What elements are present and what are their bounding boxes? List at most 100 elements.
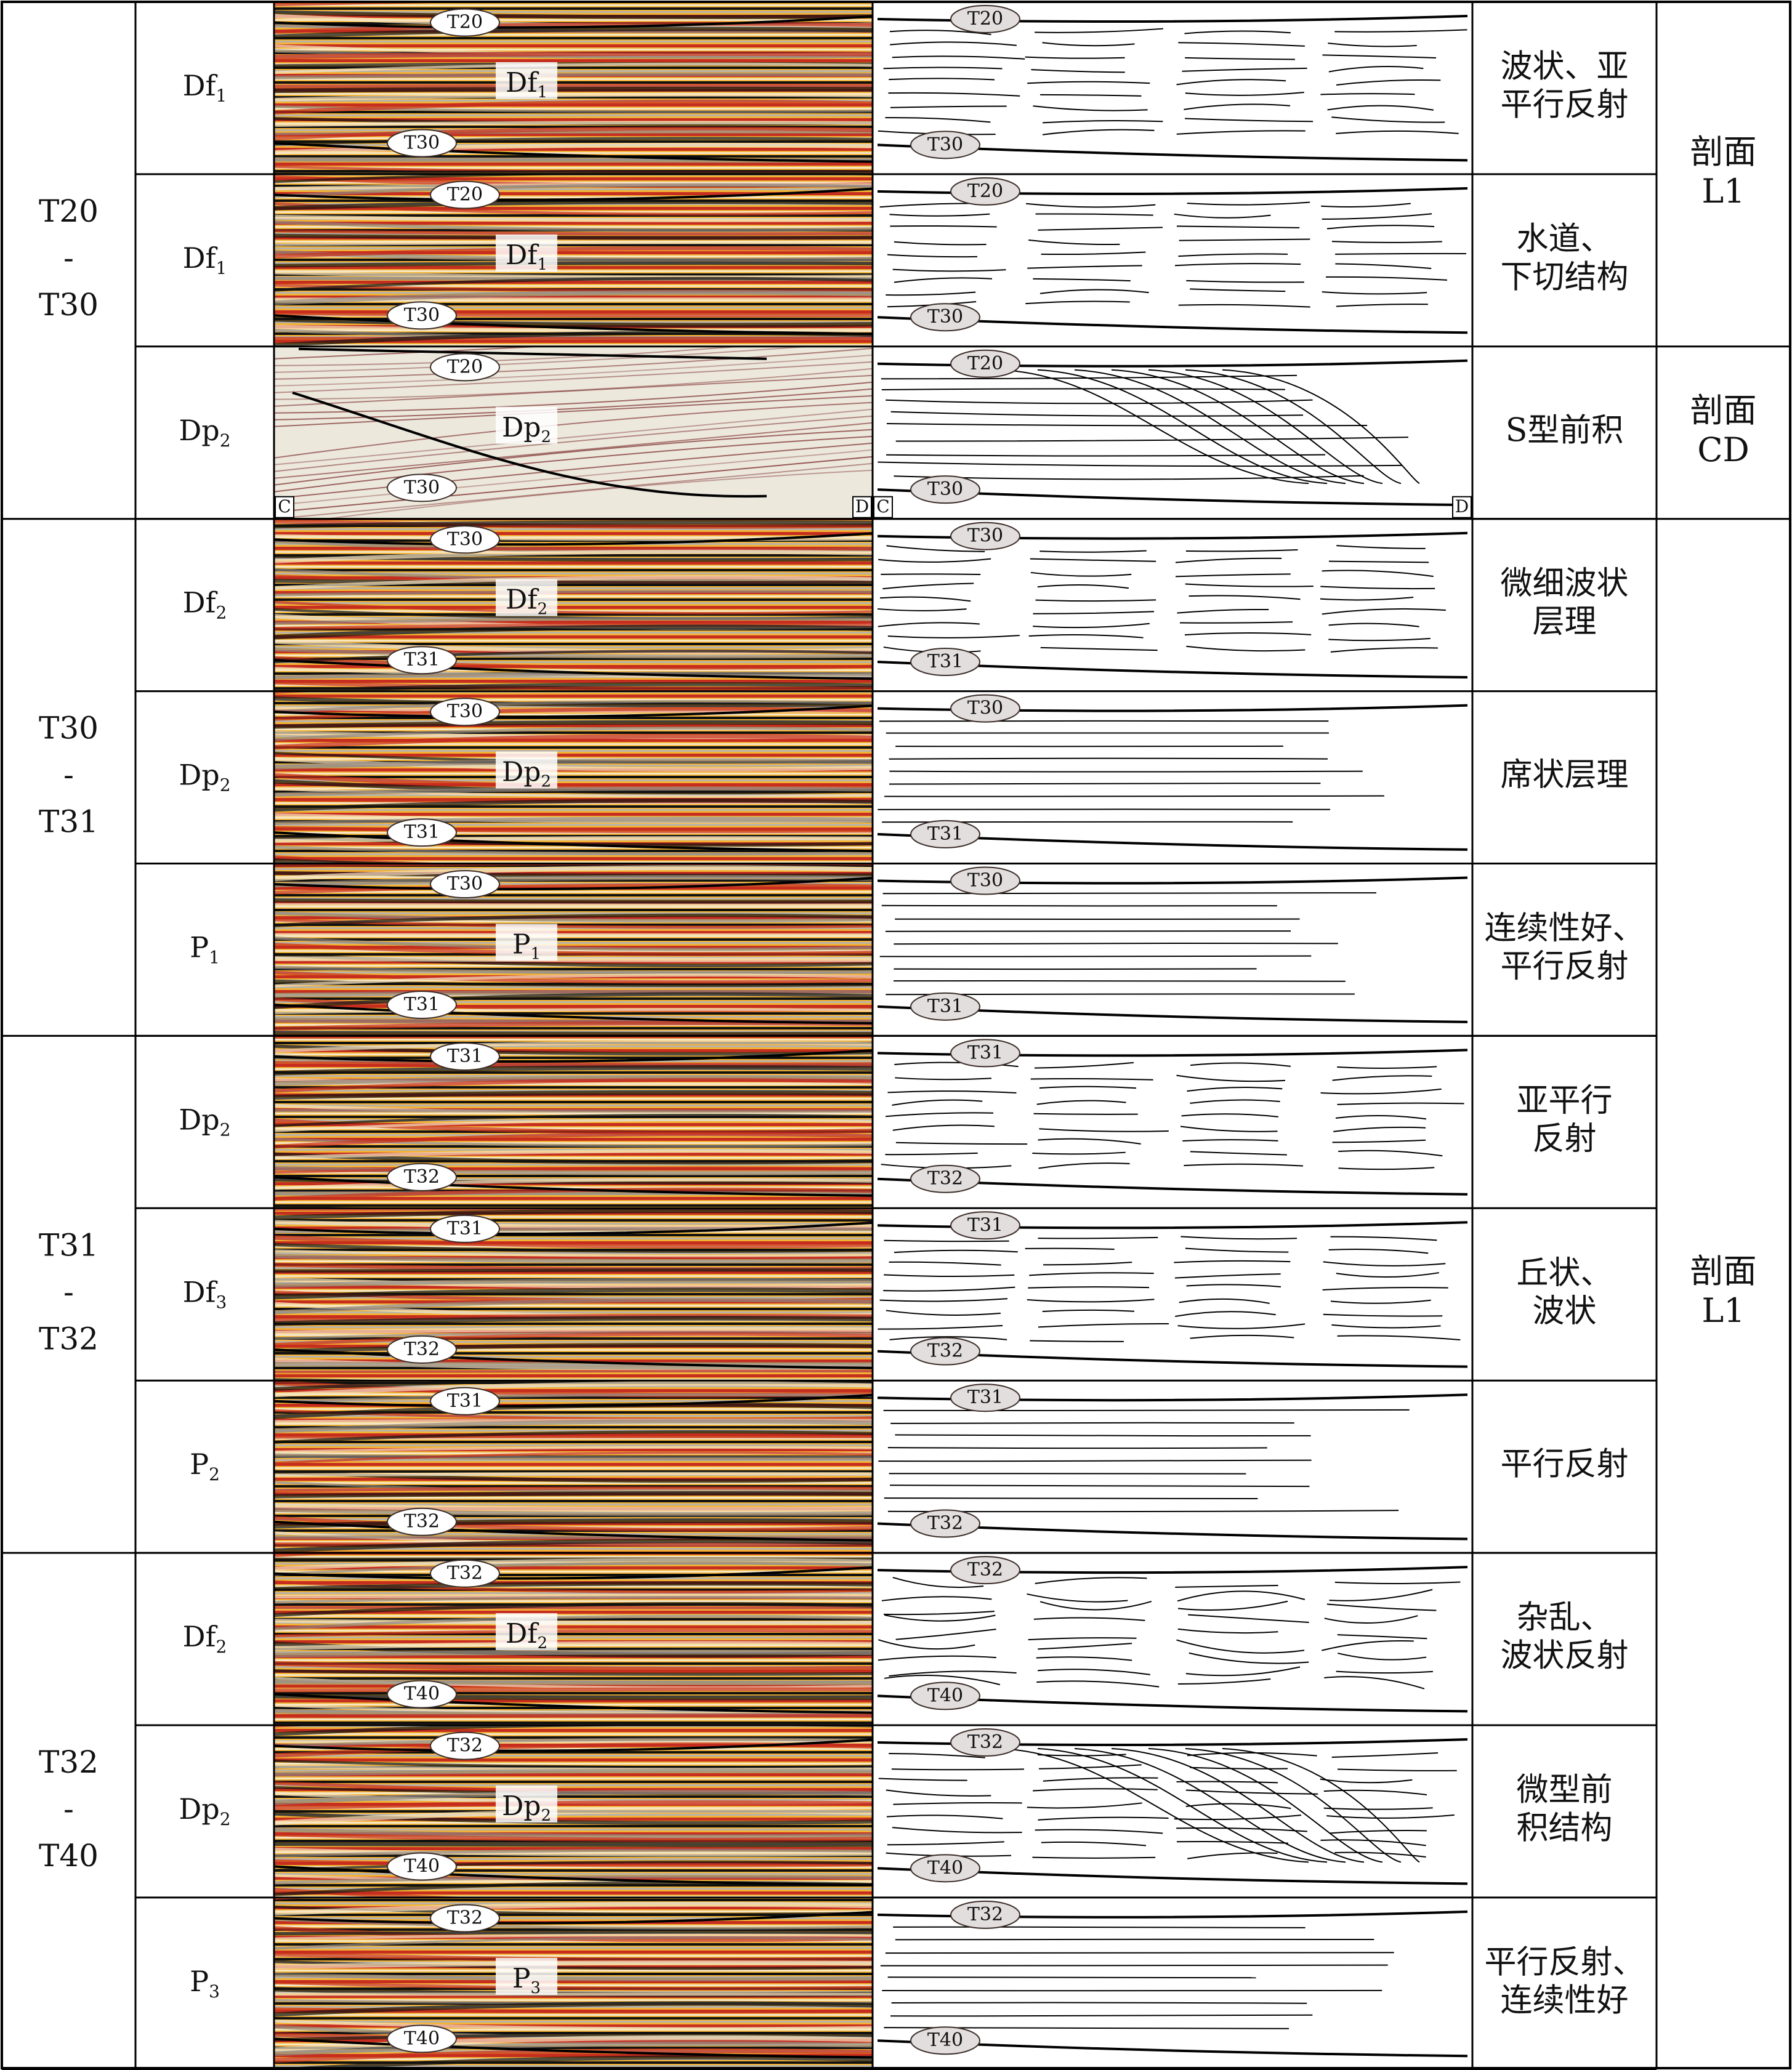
sketch-clinoform — [1148, 369, 1383, 485]
horizon-tag-lower: T32 — [404, 1339, 440, 1360]
sketch-reflector — [1033, 278, 1131, 282]
sketch-reflector — [1030, 1077, 1153, 1081]
sketch-reflector — [1182, 67, 1307, 72]
seismic-reflector — [274, 672, 873, 680]
sketch-reflector — [1174, 213, 1271, 219]
sketch-reflector — [1327, 105, 1434, 111]
sketch-reflector — [886, 1814, 1003, 1819]
sketch-reflector — [1036, 1100, 1126, 1105]
sketch-reflector — [1326, 225, 1435, 230]
horizon-upper — [274, 532, 873, 546]
facies-code-sub: 2 — [216, 602, 227, 622]
seismic-reflector — [274, 174, 873, 183]
facies-code-main: Dp — [179, 759, 219, 792]
sketch-tag-lower: T32 — [927, 1340, 963, 1362]
horizon-tag-upper-bg — [430, 698, 500, 727]
sketch-reflector — [1179, 621, 1293, 624]
sketch-reflector — [1028, 1637, 1137, 1641]
seismic-reflector — [274, 1343, 873, 1354]
sketch-reflector — [1190, 1766, 1288, 1770]
description-line: 席状层理 — [1500, 757, 1628, 794]
seismic-panel — [274, 863, 873, 1036]
seismic-reflector — [274, 913, 873, 927]
sketch-reflector — [878, 1459, 1312, 1462]
facies-code-main: Dp — [179, 414, 219, 447]
seismic-reflector — [274, 2055, 873, 2070]
sketch-reflector — [879, 596, 971, 602]
sketch-reflector — [1184, 103, 1291, 110]
facies-code: Df2 — [183, 586, 227, 623]
seismic-reflector — [274, 1847, 873, 1857]
sketch-reflector — [1035, 28, 1163, 33]
horizon-tag-upper-bg — [430, 870, 500, 899]
sketch-reflector — [1328, 66, 1424, 73]
sketch-reflector — [895, 1938, 1374, 1941]
seismic-reflector — [274, 233, 873, 240]
sketch-tag-lower-bg — [910, 1854, 980, 1883]
facies-code-sub: 2 — [220, 430, 231, 450]
seismic-reflector — [274, 49, 873, 59]
seismic-reflector — [274, 1593, 873, 1599]
horizon-lower — [274, 142, 873, 163]
cd-reflector — [274, 374, 873, 407]
sketch-tag-lower-bg — [910, 1337, 980, 1366]
seismic-reflector — [274, 733, 873, 750]
sketch-reflector — [878, 1778, 967, 1781]
facies-code-main: P — [190, 1965, 209, 1998]
sketch-reflector — [1336, 545, 1426, 549]
horizon-tag-lower-bg — [387, 2024, 457, 2053]
sketch-reflector — [884, 795, 1384, 797]
image-facies-label: Df1 — [496, 62, 557, 102]
seismic-reflector — [274, 1933, 873, 1941]
sketch-reflector — [895, 1077, 992, 1081]
sketch-reflector — [1025, 56, 1125, 59]
seismic-reflector — [274, 10, 873, 20]
seismic-reflector — [274, 220, 873, 232]
seismic-reflector — [274, 1859, 873, 1867]
sketch-reflector — [1175, 1311, 1276, 1317]
sketch-tag-upper: T30 — [967, 525, 1003, 547]
sketch-reflector — [890, 2014, 1313, 2017]
cd-reflector — [274, 395, 873, 427]
seismic-reflector — [274, 22, 873, 34]
horizon-lower — [274, 1520, 873, 1542]
seismic-panel — [274, 174, 873, 347]
sketch-reflector — [1190, 1062, 1291, 1067]
seismic-reflector — [274, 1649, 873, 1658]
seismic-reflector — [274, 1901, 873, 1916]
horizon-tag-lower: T30 — [404, 477, 440, 498]
interval-label: T31 — [39, 1227, 99, 1263]
seismic-reflector — [274, 943, 873, 956]
sketch-layer: T20 T30 T20 T30 T20 T30 C D T30 T31 T30 T31 T30 T31 T3… — [873, 4, 1472, 2058]
cd-reflector — [274, 381, 873, 414]
sketch-reflector — [1337, 1768, 1457, 1771]
sketch-reflector — [892, 1124, 995, 1131]
sketch-reflector — [1033, 105, 1148, 111]
horizon-tag-upper-bg — [430, 1387, 500, 1416]
horizon-tag-upper-bg — [430, 525, 500, 554]
seismic-panel — [274, 1553, 873, 1726]
cd-reflector — [321, 469, 873, 519]
sketch-reflector — [1039, 1600, 1152, 1611]
horizon-tag-upper-bg — [430, 180, 500, 209]
corner-right-box — [852, 496, 872, 518]
sketch-reflector — [1036, 1656, 1132, 1661]
image-label-text: Dp2 — [502, 411, 551, 446]
section-label: 剖面 — [1690, 1252, 1757, 1291]
sketch-reflector — [1028, 239, 1120, 246]
horizon-tag-lower-bg — [387, 1162, 457, 1191]
sketch-reflector — [1185, 583, 1314, 587]
horizon-lower — [274, 1004, 873, 1025]
seismic-reflector — [274, 936, 873, 951]
description-line: 波状反射 — [1500, 1638, 1628, 1675]
horizon-upper — [274, 15, 873, 29]
seismic-reflector — [274, 2035, 873, 2052]
seismic-reflector — [274, 647, 873, 659]
description-line: 积结构 — [1516, 1810, 1612, 1846]
seismic-reflector — [274, 680, 873, 691]
sketch-reflector — [880, 1964, 1388, 1967]
sketch-tag-upper-bg — [950, 349, 1020, 378]
sketch-tag-upper: T20 — [967, 180, 1003, 202]
sketch-reflector — [878, 622, 980, 627]
seismic-reflector — [274, 214, 873, 222]
